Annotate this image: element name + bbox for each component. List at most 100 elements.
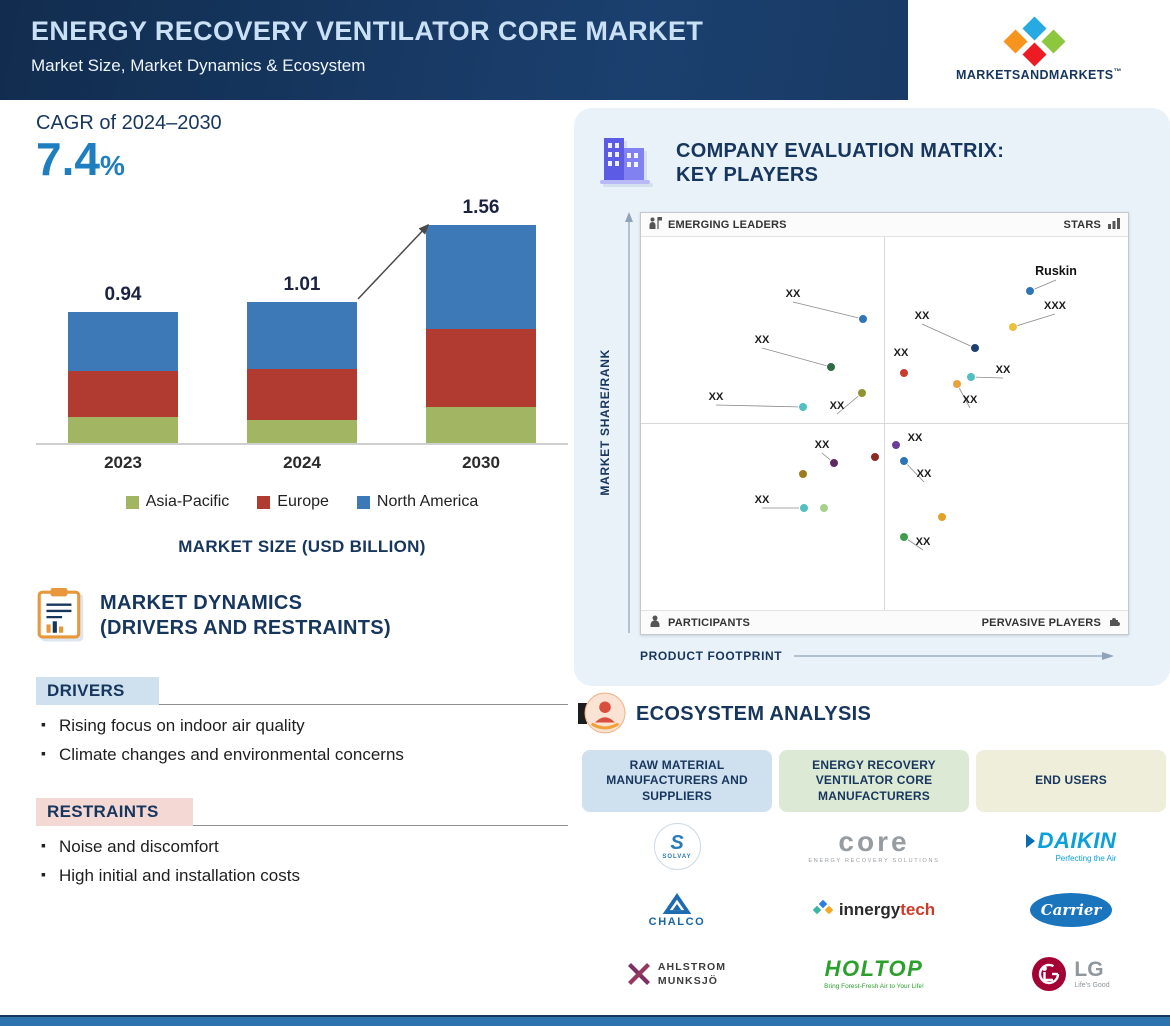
- restraints-list: Noise and discomfort High initial and in…: [36, 837, 568, 886]
- bar-segment-north-america: [247, 301, 357, 370]
- matrix-y-axis-label: MARKET SHARE/RANK: [598, 349, 612, 496]
- matrix-point: [899, 456, 909, 466]
- legend-item-north-america: North America: [356, 493, 478, 511]
- bar-chart-area: 0.94 1.01 1.56: [36, 193, 568, 446]
- matrix-point-label: XX: [996, 364, 1011, 376]
- matrix-point: [1025, 286, 1035, 296]
- matrix-x-axis-label: PRODUCT FOOTPRINT: [640, 649, 783, 663]
- cagr-label: CAGR of 2024–2030: [36, 112, 222, 134]
- ecosystem-column-manufacturers: ENERGY RECOVERY VENTILATOR CORE MANUFACT…: [779, 750, 969, 1004]
- x-axis-label: 2030: [462, 453, 500, 473]
- matrix-point-label: XX: [915, 310, 930, 322]
- matrix-point: [970, 343, 980, 353]
- header: ENERGY RECOVERY VENTILATOR CORE MARKET M…: [0, 0, 1170, 100]
- matrix-point: [966, 372, 976, 382]
- driver-item: Climate changes and environmental concer…: [36, 745, 568, 765]
- bar-2024: 1.01: [247, 273, 357, 444]
- bar-segment-asia-pacific: [68, 416, 178, 444]
- daikin-mark-icon: [1025, 833, 1035, 848]
- bar-total-label: 0.94: [104, 283, 142, 305]
- matrix-point: [829, 458, 839, 468]
- x-axis-arrow: [794, 652, 1115, 660]
- legend-item-europe: Europe: [257, 493, 329, 511]
- ecosystem-section: ECOSYSTEM ANALYSIS RAW MATERIAL MANUFACT…: [574, 692, 1166, 1004]
- logo-solvay: S SOLVAY: [582, 816, 772, 876]
- matrix-point: [870, 452, 880, 462]
- logo-daikin: DAIKIN Perfecting the Air: [976, 816, 1166, 876]
- matrix-point-label: XX: [963, 394, 978, 406]
- matrix-point-label: XX: [830, 400, 845, 412]
- ahlstrom-x-icon: [627, 963, 650, 985]
- matrix-point: [937, 512, 947, 522]
- drivers-list: Rising focus on indoor air quality Clima…: [36, 716, 568, 765]
- matrix-point: [899, 368, 909, 378]
- innergytech-diamonds-icon: [812, 900, 833, 915]
- logo-ahlstrom-munksjo: AHLSTROM MUNKSJÖ: [582, 944, 772, 1004]
- restraint-item: High initial and installation costs: [36, 866, 568, 886]
- drivers-section-header: DRIVERS: [36, 676, 568, 706]
- matrix-point-label: XX: [786, 288, 801, 300]
- header-text: ENERGY RECOVERY VENTILATOR CORE MARKET M…: [31, 16, 703, 76]
- buildings-icon: [596, 134, 654, 191]
- market-size-chart: 0.94 1.01 1.56 2023 2024 2030 Asia-Pacific Eu…: [36, 193, 568, 557]
- matrix-point: [1008, 322, 1018, 332]
- bar-total-label: 1.01: [283, 273, 321, 295]
- page-subtitle: Market Size, Market Dynamics & Ecosystem: [31, 56, 366, 75]
- person-icon: [648, 614, 662, 631]
- logo-innergytech: innergytech: [779, 880, 969, 940]
- logo-holtop: HOLTOP Bring Forest-Fresh Air to Your Li…: [824, 956, 924, 991]
- matrix-point: [857, 388, 867, 398]
- bar-segment-north-america: [426, 224, 536, 329]
- matrix-point-label: XXX: [1044, 300, 1067, 312]
- quadrant-label-stars: STARS: [1063, 218, 1101, 231]
- drivers-label: DRIVERS: [36, 677, 159, 706]
- matrix-point-label: XX: [815, 439, 830, 451]
- restraint-item: Noise and discomfort: [36, 837, 568, 857]
- column-header: ENERGY RECOVERY VENTILATOR CORE MANUFACT…: [779, 750, 969, 812]
- legend-swatch: [257, 495, 271, 509]
- column-header: END USERS: [976, 750, 1166, 812]
- bar-segment-europe: [426, 328, 536, 407]
- matrix-point: [798, 402, 808, 412]
- matrix-point-label: XX: [755, 334, 770, 346]
- bar-segment-asia-pacific: [426, 406, 536, 444]
- x-axis-labels: 2023 2024 2030: [36, 453, 568, 473]
- matrix-point-label: Ruskin: [1035, 264, 1077, 278]
- brand-diamonds-icon: [999, 16, 1079, 67]
- quadrant-label-pervasive-players: PERVASIVE PLAYERS: [981, 616, 1101, 629]
- chart-legend: Asia-Pacific Europe North America: [36, 493, 568, 511]
- ecosystem-column-end-users: END USERS DAIKIN Perfecting the Air Carr…: [976, 750, 1166, 1004]
- lg-face-icon: [1032, 957, 1067, 991]
- market-dynamics-title: MARKET DYNAMICS (DRIVERS AND RESTRAINTS): [100, 591, 391, 639]
- chart-caption: MARKET SIZE (USD BILLION): [178, 537, 426, 557]
- bar-2023: 0.94: [68, 284, 178, 444]
- column-header: RAW MATERIAL MANUFACTURERS AND SUPPLIERS: [582, 750, 772, 812]
- matrix-title: COMPANY EVALUATION MATRIX: KEY PLAYERS: [676, 139, 1005, 186]
- ecosystem-heading: ECOSYSTEM ANALYSIS: [574, 692, 1166, 736]
- bar-2030: 1.56: [426, 196, 536, 444]
- matrix-point: [952, 379, 962, 389]
- matrix-point: [826, 362, 836, 372]
- matrix-point: [858, 314, 868, 324]
- matrix-point: [891, 440, 901, 450]
- clipboard-icon: [36, 587, 84, 644]
- bar-total-label: 1.56: [462, 196, 500, 218]
- matrix-point: [798, 469, 808, 479]
- company-evaluation-matrix: EMERGING LEADERS STARS XX XX XX XX Ruskin XX X…: [640, 212, 1129, 635]
- legend-item-asia-pacific: Asia-Pacific: [125, 493, 229, 511]
- bar-chart-icon: [1107, 216, 1121, 233]
- restraints-section-header: RESTRAINTS: [36, 797, 568, 827]
- matrix-point-label: XX: [908, 432, 923, 444]
- y-axis-arrow: [625, 212, 633, 633]
- company-evaluation-panel: COMPANY EVALUATION MATRIX: KEY PLAYERS M…: [574, 108, 1170, 686]
- ecosystem-icon: [578, 692, 626, 736]
- bar-segment-europe: [247, 369, 357, 420]
- logo-core: core ENERGY RECOVERY SOLUTIONS: [808, 826, 940, 865]
- market-dynamics-heading: MARKET DYNAMICS (DRIVERS AND RESTRAINTS): [36, 587, 568, 644]
- matrix-point: [819, 503, 829, 513]
- bar-segment-north-america: [68, 311, 178, 371]
- matrix-x-axis: PRODUCT FOOTPRINT: [640, 649, 1129, 663]
- page-title: ENERGY RECOVERY VENTILATOR CORE MARKET: [31, 16, 704, 46]
- footer-bar: [0, 1015, 1170, 1026]
